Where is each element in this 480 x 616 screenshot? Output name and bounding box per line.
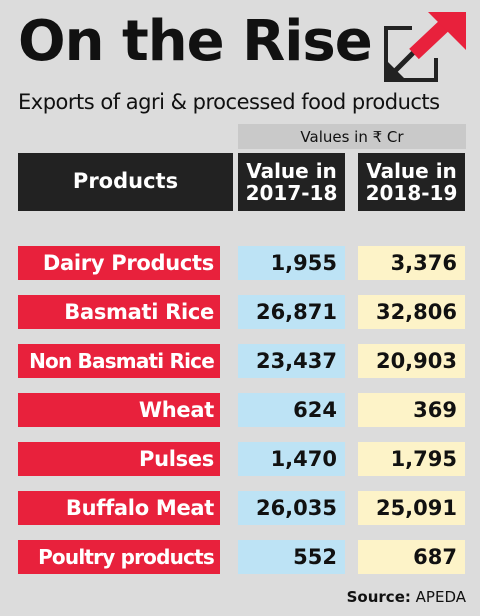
product-name: Wheat bbox=[18, 393, 220, 427]
source-label: Source: bbox=[346, 588, 411, 606]
table-row: Non Basmati Rice 23,437 20,903 bbox=[0, 344, 480, 378]
table-row: Dairy Products 1,955 3,376 bbox=[0, 246, 480, 280]
header-y2-line1: Value in bbox=[366, 159, 457, 183]
header-y1-line1: Value in bbox=[246, 159, 337, 183]
column-header-2018-19: Value in 2018-19 bbox=[358, 153, 465, 211]
value-2018-19: 1,795 bbox=[358, 442, 465, 476]
value-2017-18: 552 bbox=[238, 540, 345, 574]
product-name: Poultry products bbox=[18, 540, 220, 574]
value-2018-19: 20,903 bbox=[358, 344, 465, 378]
value-2018-19: 25,091 bbox=[358, 491, 465, 525]
header-y2-line2: 2018-19 bbox=[365, 181, 458, 205]
table-row: Buffalo Meat 26,035 25,091 bbox=[0, 491, 480, 525]
source-value: APEDA bbox=[415, 588, 466, 606]
value-2017-18: 23,437 bbox=[238, 344, 345, 378]
product-name: Dairy Products bbox=[18, 246, 220, 280]
source-credit: Source: APEDA bbox=[347, 588, 466, 606]
value-2018-19: 3,376 bbox=[358, 246, 465, 280]
value-2017-18: 1,955 bbox=[238, 246, 345, 280]
value-2017-18: 1,470 bbox=[238, 442, 345, 476]
header-y1-line2: 2017-18 bbox=[245, 181, 338, 205]
value-2018-19: 687 bbox=[358, 540, 465, 574]
column-header-2017-18: Value in 2017-18 bbox=[238, 153, 345, 211]
product-name: Buffalo Meat bbox=[18, 491, 220, 525]
product-name: Basmati Rice bbox=[18, 295, 220, 329]
value-2017-18: 26,035 bbox=[238, 491, 345, 525]
value-2017-18: 26,871 bbox=[238, 295, 345, 329]
table-row: Poultry products 552 687 bbox=[0, 540, 480, 574]
value-2018-19: 369 bbox=[358, 393, 465, 427]
table-row: Pulses 1,470 1,795 bbox=[0, 442, 480, 476]
column-header-products: Products bbox=[18, 153, 233, 211]
table-row: Wheat 624 369 bbox=[0, 393, 480, 427]
product-name: Non Basmati Rice bbox=[18, 344, 220, 378]
arrow-up-right-icon bbox=[384, 12, 466, 82]
table-row: Basmati Rice 26,871 32,806 bbox=[0, 295, 480, 329]
page-title: On the Rise bbox=[18, 9, 373, 74]
page-subtitle: Exports of agri & processed food product… bbox=[18, 90, 440, 114]
value-2018-19: 32,806 bbox=[358, 295, 465, 329]
units-note: Values in ₹ Cr bbox=[238, 124, 466, 149]
product-name: Pulses bbox=[18, 442, 220, 476]
value-2017-18: 624 bbox=[238, 393, 345, 427]
